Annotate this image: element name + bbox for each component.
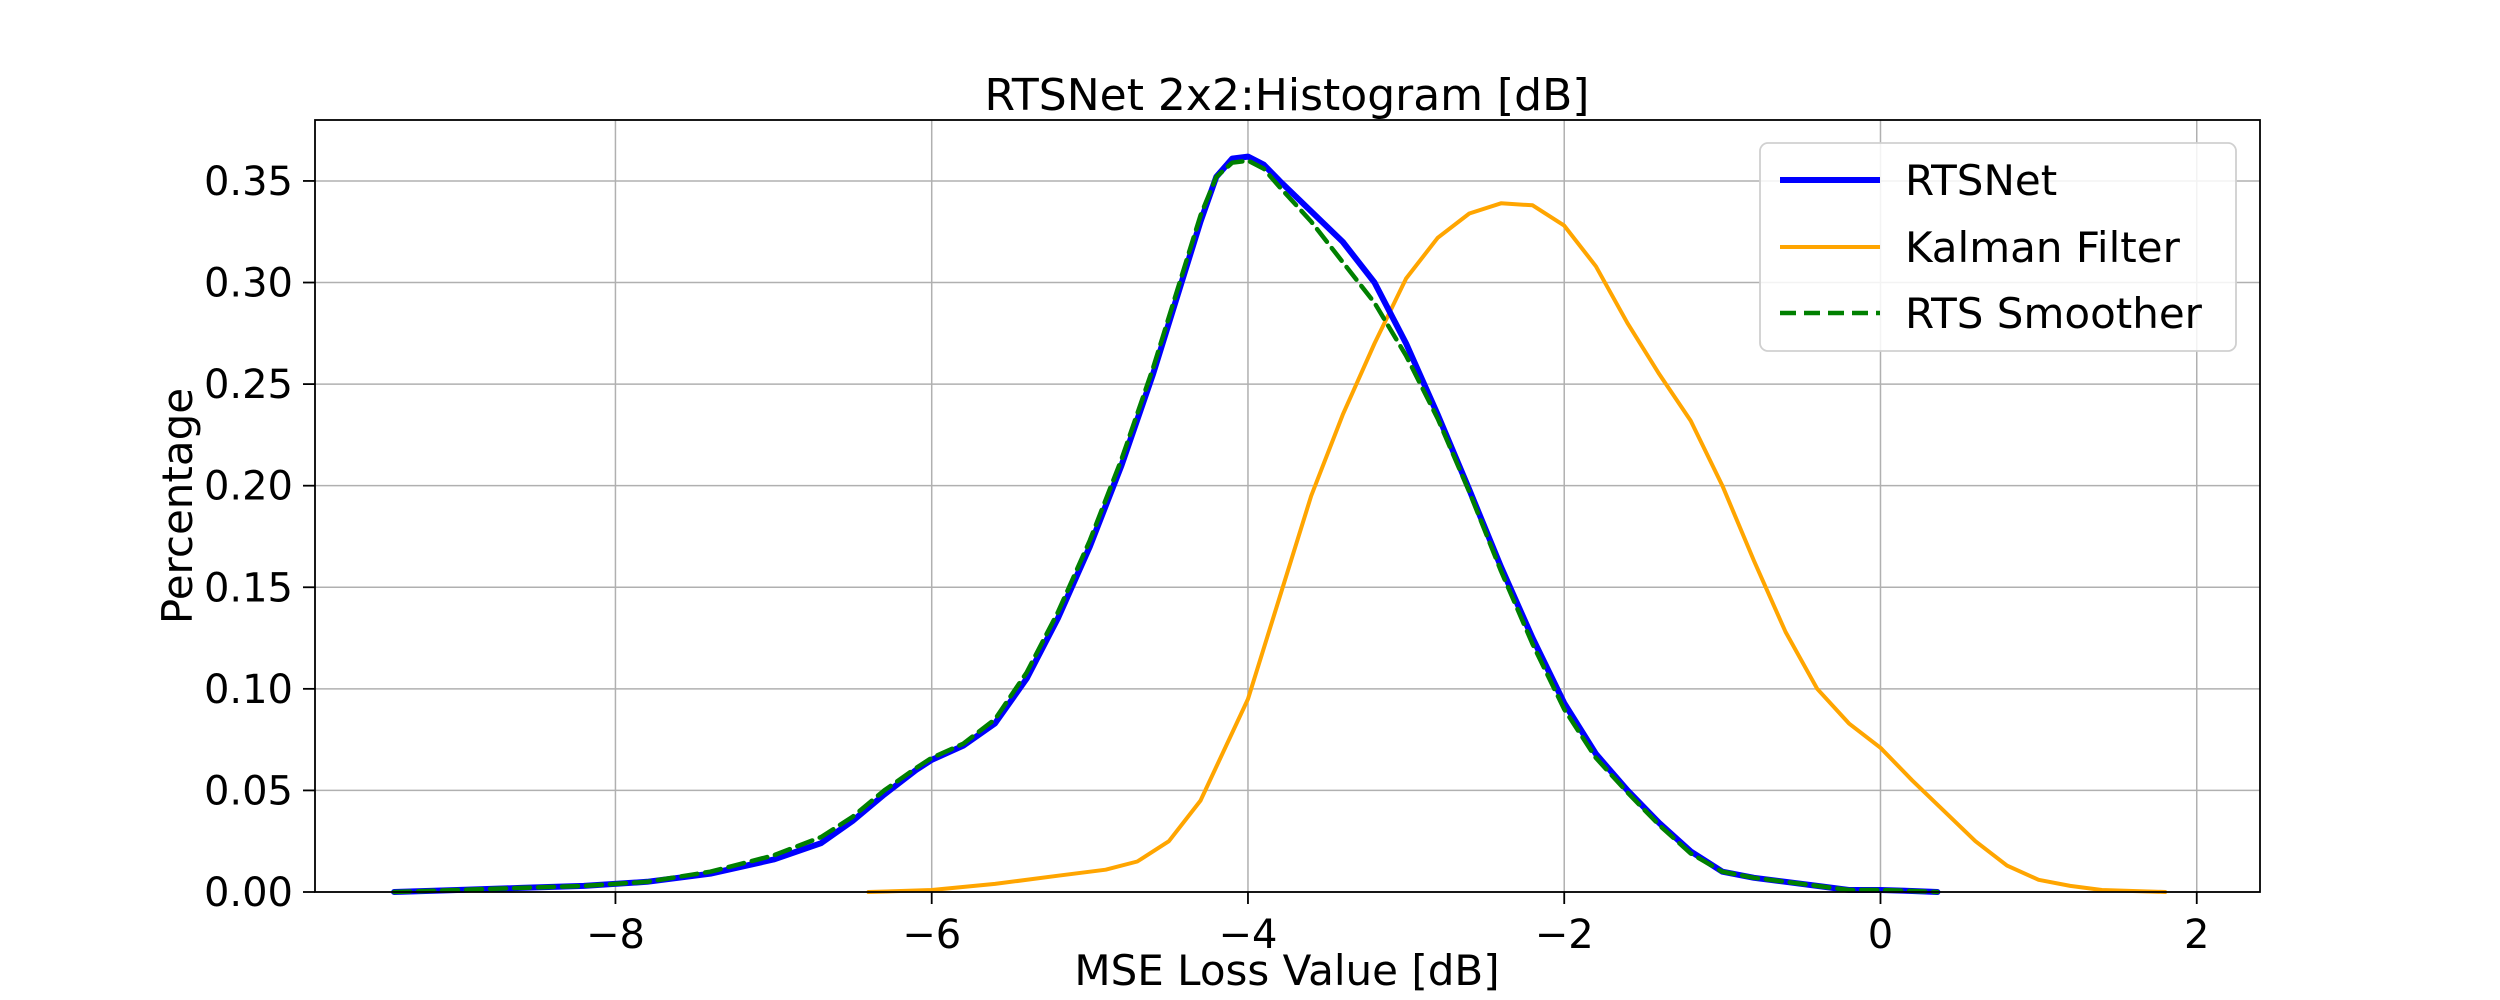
y-tick-label: 0.25 [204,362,293,408]
y-tick-label: 0.20 [204,464,293,510]
y-axis-label: Percentage [153,388,202,624]
x-tick-label: −8 [586,912,645,958]
series-line-2 [391,158,1940,895]
plot-frame [314,119,2261,893]
legend-box [1759,142,2237,352]
x-tick-label: −4 [1218,912,1277,958]
legend-label-0: RTSNet [1905,156,2057,205]
series-line-1 [866,201,2168,894]
x-tick-label: 0 [1868,912,1893,958]
chart-title: RTSNet 2x2:Histogram [dB] [985,70,1590,121]
legend-label-1: Kalman Filter [1905,223,2181,272]
y-tick-label: 0.15 [204,565,293,611]
legend: RTSNet Kalman Filter RTS Smoother [1759,142,2237,352]
legend-label-2: RTS Smoother [1905,289,2203,338]
y-tick-label: 0.05 [204,768,293,814]
series-layer [391,153,2168,895]
y-tick-label: 0.30 [204,261,293,307]
series-line-0 [391,153,1941,895]
x-axis-label: MSE Loss Value [dB] [1074,946,1499,995]
x-tick-label: −6 [902,912,961,958]
y-tick-label: 0.00 [204,870,293,916]
x-tick-label: −2 [1535,912,1594,958]
tick-layer: −8 −6 −4 −2 0 2 0.00 0.05 0.10 0.15 0.20 0.25 0.30 0.… [204,159,2210,958]
y-tick-label: 0.35 [204,159,293,205]
x-tick-label: 2 [2184,912,2209,958]
y-tick-label: 0.10 [204,667,293,713]
